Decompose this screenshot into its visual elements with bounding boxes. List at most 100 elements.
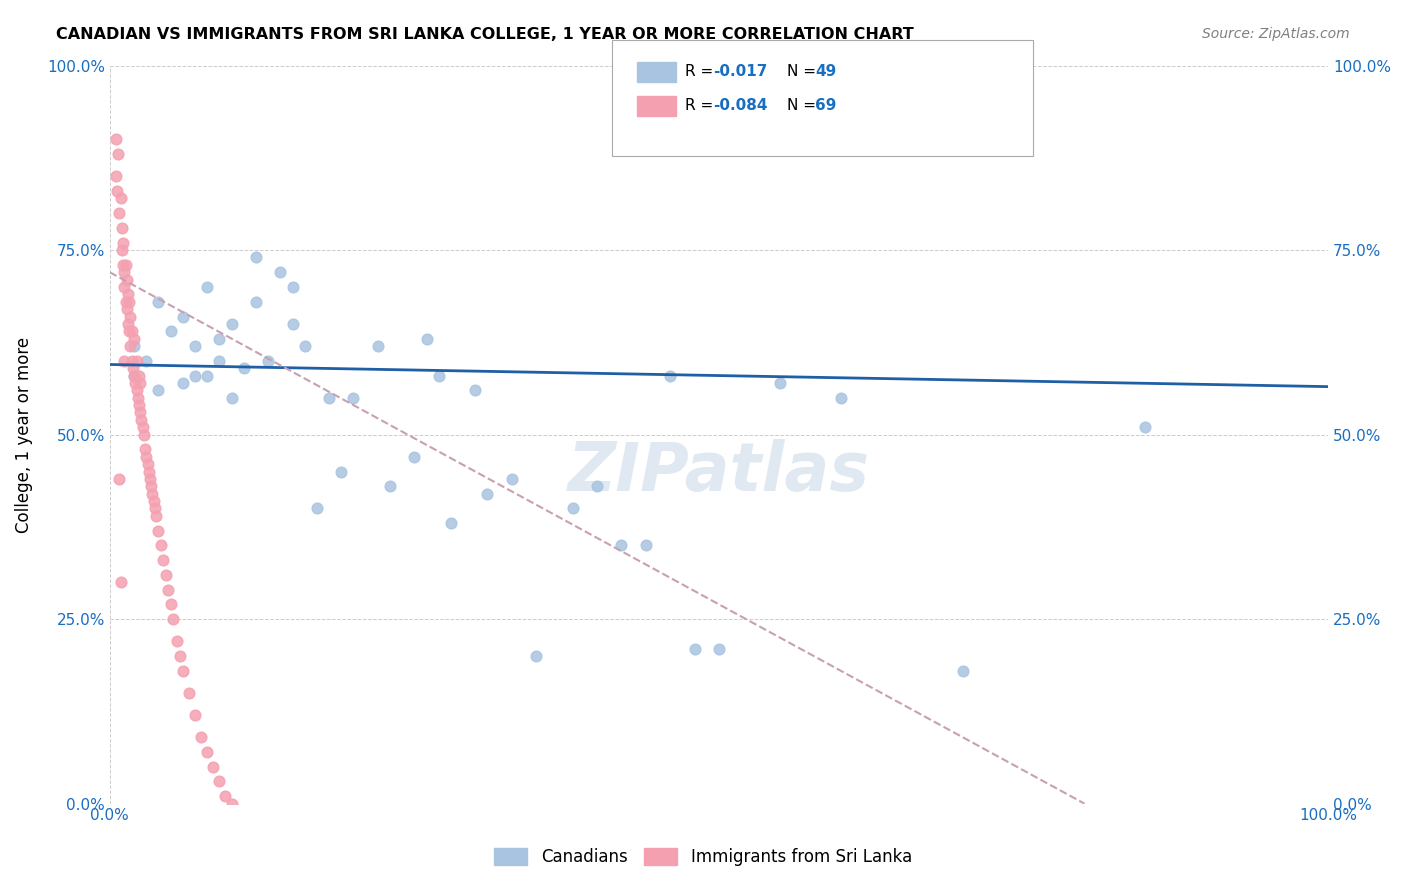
Point xyxy=(132,427,155,442)
Point xyxy=(122,368,145,383)
Text: R =: R = xyxy=(685,64,718,78)
Point xyxy=(115,272,138,286)
Text: 69: 69 xyxy=(815,98,837,112)
Point xyxy=(177,686,200,700)
Point xyxy=(108,472,131,486)
Point xyxy=(110,575,132,590)
Point xyxy=(155,567,177,582)
Point xyxy=(561,501,583,516)
Point xyxy=(122,368,145,383)
Point xyxy=(257,353,280,368)
Point xyxy=(129,405,152,419)
Point xyxy=(269,265,291,279)
Point xyxy=(184,339,207,353)
Point xyxy=(245,251,267,265)
Point xyxy=(138,465,160,479)
Point xyxy=(195,368,218,383)
Point xyxy=(172,310,194,324)
Point xyxy=(131,420,153,434)
Point xyxy=(202,760,225,774)
Text: Source: ZipAtlas.com: Source: ZipAtlas.com xyxy=(1202,27,1350,41)
Point xyxy=(107,147,129,161)
Point xyxy=(342,391,364,405)
Point xyxy=(112,280,135,294)
Point xyxy=(769,376,792,390)
Point xyxy=(440,516,463,531)
Point xyxy=(149,538,172,552)
Point xyxy=(124,376,146,390)
Text: -0.084: -0.084 xyxy=(713,98,768,112)
Text: 49: 49 xyxy=(815,64,837,78)
Point xyxy=(148,294,170,309)
Point xyxy=(221,317,243,331)
Point xyxy=(122,332,145,346)
Point xyxy=(114,258,136,272)
Point xyxy=(120,339,142,353)
Point xyxy=(477,486,499,500)
Point xyxy=(367,339,389,353)
Point xyxy=(134,442,156,457)
Point xyxy=(214,789,236,804)
Point xyxy=(118,324,141,338)
Point xyxy=(148,384,170,398)
Point xyxy=(125,353,148,368)
Y-axis label: College, 1 year or more: College, 1 year or more xyxy=(15,336,32,533)
Point xyxy=(427,368,450,383)
Point xyxy=(112,235,135,250)
Point xyxy=(952,664,974,678)
Point xyxy=(294,339,316,353)
Text: N =: N = xyxy=(787,98,821,112)
Point xyxy=(415,332,437,346)
Point xyxy=(129,376,152,390)
Legend: Canadians, Immigrants from Sri Lanka: Canadians, Immigrants from Sri Lanka xyxy=(485,840,921,875)
Point xyxy=(139,472,162,486)
Text: ZIPatlas: ZIPatlas xyxy=(568,439,870,505)
Point xyxy=(105,184,128,198)
Point xyxy=(184,368,207,383)
Point xyxy=(162,612,184,626)
Point xyxy=(104,132,127,146)
Point xyxy=(659,368,682,383)
Point xyxy=(157,582,180,597)
Point xyxy=(121,324,143,338)
Point xyxy=(245,294,267,309)
Point xyxy=(208,353,231,368)
Point xyxy=(152,553,174,567)
Point xyxy=(122,361,145,376)
Point xyxy=(111,243,134,257)
Point xyxy=(281,280,304,294)
Point xyxy=(114,294,136,309)
Point xyxy=(142,494,165,508)
Point xyxy=(125,384,148,398)
Point xyxy=(136,457,159,471)
Point xyxy=(404,450,426,464)
Point xyxy=(378,479,401,493)
Point xyxy=(159,598,181,612)
Point xyxy=(830,391,852,405)
Point xyxy=(117,287,139,301)
Point xyxy=(112,353,135,368)
Point xyxy=(221,391,243,405)
Point xyxy=(118,294,141,309)
Point xyxy=(128,398,150,412)
Point xyxy=(1135,420,1157,434)
Point xyxy=(115,302,138,317)
Point xyxy=(318,391,340,405)
Point xyxy=(208,774,231,789)
Point xyxy=(143,501,166,516)
Point xyxy=(172,664,194,678)
Point xyxy=(586,479,609,493)
Text: CANADIAN VS IMMIGRANTS FROM SRI LANKA COLLEGE, 1 YEAR OR MORE CORRELATION CHART: CANADIAN VS IMMIGRANTS FROM SRI LANKA CO… xyxy=(56,27,914,42)
Point xyxy=(707,641,730,656)
Point xyxy=(208,332,231,346)
Point xyxy=(121,353,143,368)
Point xyxy=(135,353,157,368)
Point xyxy=(281,317,304,331)
Point xyxy=(110,191,132,205)
Point xyxy=(501,472,523,486)
Point xyxy=(634,538,657,552)
Point xyxy=(117,317,139,331)
Point xyxy=(108,206,131,220)
Point xyxy=(122,339,145,353)
Point xyxy=(104,169,127,184)
